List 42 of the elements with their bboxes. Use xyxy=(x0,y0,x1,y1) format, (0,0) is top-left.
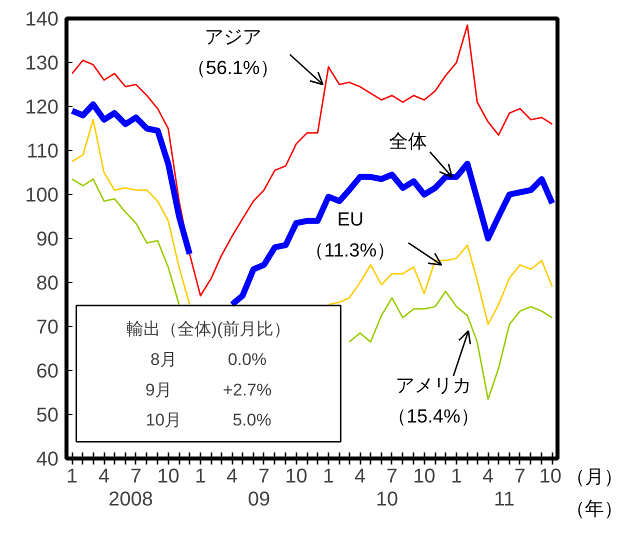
x-tick-label: 4 xyxy=(98,466,110,488)
y-tick-label: 130 xyxy=(25,52,59,74)
annotation: 10月 5.0% xyxy=(146,410,272,430)
x-tick-label: 10 xyxy=(539,466,562,488)
x-tick-label: 10 xyxy=(157,466,180,488)
x-tick-label: 1 xyxy=(322,466,334,488)
x-tick-label: 7 xyxy=(514,466,526,488)
y-tick-label: 40 xyxy=(36,448,59,470)
y-tick-label: 50 xyxy=(36,404,59,426)
line-series xyxy=(71,24,553,296)
annotation: 9月 +2.7% xyxy=(145,380,272,400)
text: （年） xyxy=(566,499,623,520)
y-tick-label: 110 xyxy=(26,140,59,162)
x-tick-label: 4 xyxy=(354,466,366,488)
x-tick-label: 4 xyxy=(226,466,238,488)
x-tick-label: 1 xyxy=(450,466,462,488)
x-tick-label: 10 xyxy=(413,466,436,488)
y-tick-label: 140 xyxy=(25,8,59,30)
annotation: 8月 0.0% xyxy=(150,350,267,369)
x-tick-label: 7 xyxy=(386,466,398,488)
annotation: EU（11.3%） xyxy=(305,209,396,262)
x-tick-label: 1 xyxy=(66,466,78,488)
text: 09 xyxy=(248,488,270,510)
y-tick-label: 70 xyxy=(36,316,59,338)
x-tick-label: 1 xyxy=(194,466,206,488)
text: 10 xyxy=(376,488,398,510)
y-tick-label: 60 xyxy=(36,360,59,382)
text: 2008 xyxy=(108,488,154,510)
annotation: アメリカ（15.4%） xyxy=(387,375,480,428)
x-tick-label: 7 xyxy=(130,466,142,488)
y-tick-label: 100 xyxy=(25,184,59,206)
x-tick-label: 7 xyxy=(258,466,270,488)
text: 11 xyxy=(494,488,515,510)
y-tick-label: 120 xyxy=(25,96,59,118)
x-tick-label: 10 xyxy=(285,466,308,488)
annotation: 輸出（全体)(前月比） xyxy=(126,320,291,338)
x-tick-label: 4 xyxy=(482,466,494,488)
text: （月） xyxy=(566,467,623,488)
y-tick-label: 80 xyxy=(36,272,59,294)
annotation: アジア（56.1%） xyxy=(186,27,279,79)
y-tick-label: 90 xyxy=(36,228,59,250)
annotation: 全体 xyxy=(388,131,427,152)
